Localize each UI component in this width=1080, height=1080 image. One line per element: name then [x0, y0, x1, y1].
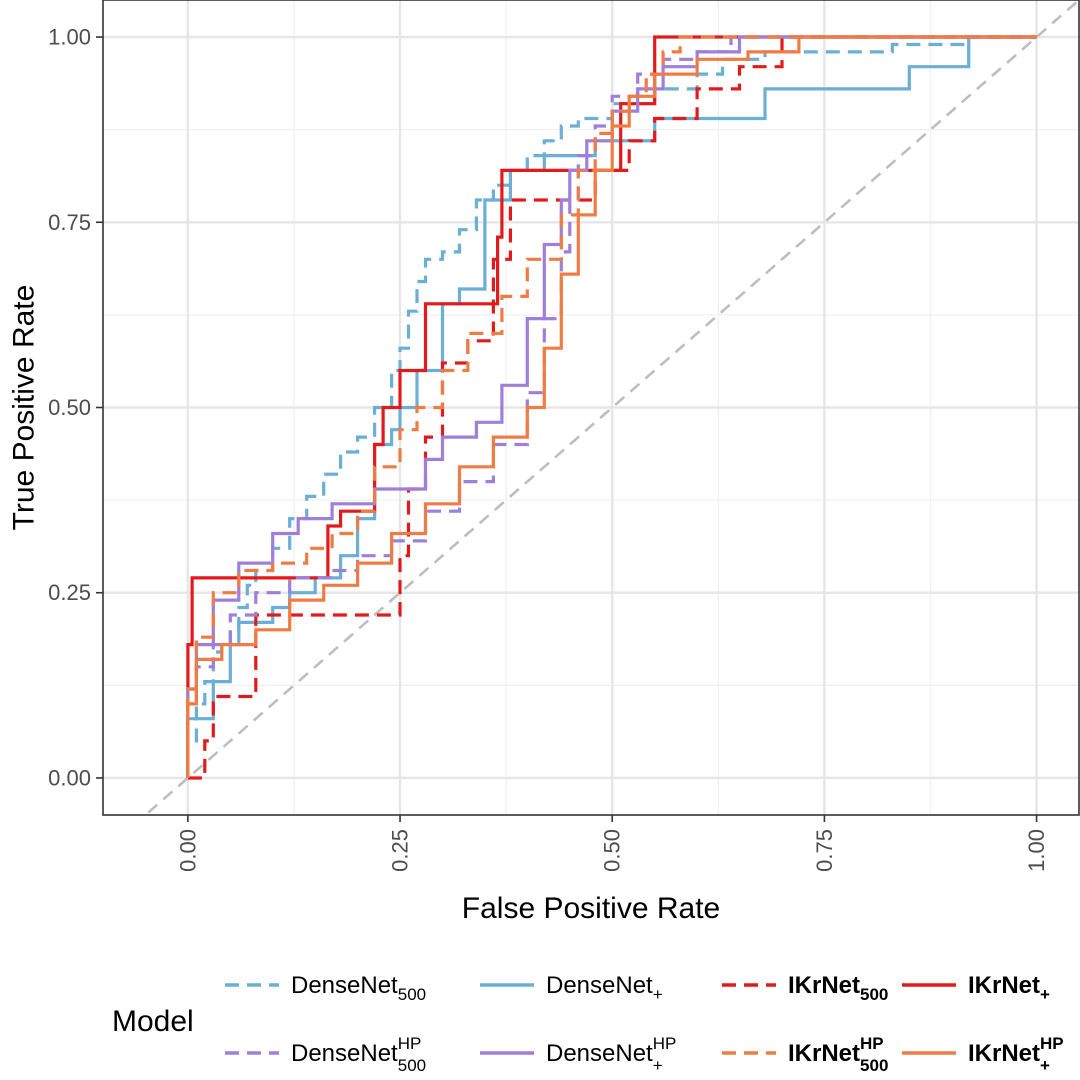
- legend-label-base: IKrNet: [968, 1040, 1040, 1067]
- legend-entry-ikrnet_plus_hp: IKrNetHP +: [902, 1034, 1064, 1075]
- reference-line: [143, 0, 1079, 815]
- y-tick-label: 0.75: [48, 210, 91, 235]
- legend-label-base: IKrNet: [788, 1040, 860, 1067]
- x-tick-label: 0.25: [388, 829, 413, 872]
- legend-label-densenet_plus_hp: DenseNetHP +: [546, 1034, 676, 1075]
- legend-entry-ikrnet500: IKrNet500: [722, 972, 888, 1004]
- legend: DenseNet500 DenseNet+ IKrNet500 IKrNet+Dens…: [225, 972, 1064, 1075]
- grid-lines: [103, 0, 1079, 815]
- legend-label-sup: HP: [398, 1034, 422, 1053]
- legend-label-base: DenseNet: [546, 972, 653, 999]
- legend-label-ikrnet500_hp: IKrNetHP 500: [788, 1034, 888, 1075]
- legend-label-ikrnet_plus_hp: IKrNetHP +: [968, 1034, 1064, 1075]
- x-tick-label: 1.00: [1024, 829, 1049, 872]
- legend-label-ikrnet_plus: IKrNet+: [968, 972, 1050, 1004]
- legend-title: Model: [112, 1005, 194, 1038]
- legend-label-ikrnet500: IKrNet500: [788, 972, 888, 1004]
- legend-entry-densenet_plus: DenseNet+: [480, 972, 663, 1004]
- x-tick-label: 0.50: [600, 829, 625, 872]
- legend-label-sub: +: [653, 985, 663, 1004]
- legend-entry-densenet500: DenseNet500: [225, 972, 426, 1004]
- x-tick-label: 0.75: [812, 829, 837, 872]
- x-axis-ticks: 0.00 0.25 0.50 0.75 1.00: [175, 815, 1049, 872]
- reference-diagonal: [143, 0, 1079, 815]
- series-line-ikrnet_plus_hp: [186, 35, 1037, 778]
- legend-label-base: DenseNet: [546, 1040, 653, 1067]
- legend-entry-ikrnet500_hp: IKrNetHP 500: [722, 1034, 888, 1075]
- legend-label-sup: HP: [653, 1034, 677, 1053]
- legend-entry-densenet500_hp: DenseNetHP 500: [225, 1034, 426, 1075]
- legend-label-base: IKrNet: [968, 972, 1040, 999]
- legend-label-sub: 500: [398, 1056, 426, 1075]
- legend-label-densenet_plus: DenseNet+: [546, 972, 663, 1004]
- legend-label-sub: 500: [860, 985, 888, 1004]
- legend-label-base: IKrNet: [788, 972, 860, 999]
- x-tick-label: 0.00: [175, 829, 200, 872]
- series-line-densenet500_hp: [186, 35, 1037, 778]
- legend-label-base: DenseNet: [291, 972, 398, 999]
- legend-label-base: DenseNet: [291, 1040, 398, 1067]
- y-axis-title: True Positive Rate: [8, 285, 41, 531]
- legend-label-sub: +: [1040, 985, 1050, 1004]
- legend-label-sup: HP: [1040, 1034, 1064, 1053]
- y-tick-label: 0.00: [48, 765, 91, 790]
- legend-label-sub: 500: [398, 985, 426, 1004]
- legend-label-sub: +: [1040, 1056, 1050, 1075]
- legend-label-densenet500_hp: DenseNetHP 500: [291, 1034, 426, 1075]
- legend-label-sub: 500: [860, 1056, 888, 1075]
- legend-label-densenet500: DenseNet500: [291, 972, 426, 1004]
- legend-label-sup: HP: [860, 1034, 884, 1053]
- legend-entry-ikrnet_plus: IKrNet+: [902, 972, 1050, 1004]
- y-axis-ticks: 0.00 0.25 0.50 0.75 1.00: [48, 25, 103, 790]
- y-tick-label: 1.00: [48, 25, 91, 50]
- x-axis-title: False Positive Rate: [462, 892, 720, 925]
- y-tick-label: 0.50: [48, 395, 91, 420]
- series-lines: [186, 35, 1037, 780]
- series-line-densenet_plus_hp: [186, 35, 1037, 778]
- legend-label-sub: +: [653, 1056, 663, 1075]
- legend-entry-densenet_plus_hp: DenseNetHP +: [480, 1034, 676, 1075]
- y-tick-label: 0.25: [48, 580, 91, 605]
